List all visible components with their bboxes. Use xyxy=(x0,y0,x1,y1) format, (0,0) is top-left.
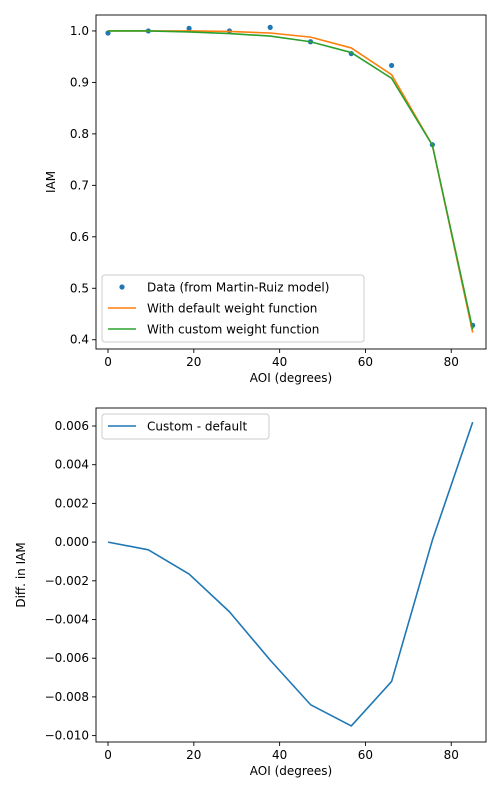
x-tick-label: 60 xyxy=(358,355,373,369)
y-tick-label: −0.002 xyxy=(45,574,89,588)
y-axis-label: IAM xyxy=(44,171,58,193)
data-point xyxy=(389,62,395,69)
x-tick-label: 40 xyxy=(272,355,287,369)
legend: Data (from Martin-Ruiz model) With defaul… xyxy=(101,274,365,343)
x-tick-label: 20 xyxy=(186,355,201,369)
legend-box xyxy=(101,274,365,343)
y-tick-label: 0.5 xyxy=(70,281,89,295)
y-tick-label: −0.006 xyxy=(45,651,89,665)
data-point xyxy=(186,25,192,31)
bottom-chart-diff: 0 20 40 60 80 −0.010 −0.008 −0.006 −0.004 −0.002 0… xyxy=(14,407,487,778)
y-tick-label: 0.004 xyxy=(55,458,89,472)
legend-swatch-marker xyxy=(119,284,125,290)
x-tick-label: 0 xyxy=(104,748,112,762)
x-tick-label: 20 xyxy=(186,748,201,762)
axes-frame xyxy=(95,407,487,743)
y-axis-label: Diff. in IAM xyxy=(14,542,28,607)
legend-label: With custom weight function xyxy=(147,323,319,337)
x-tick-label: 40 xyxy=(272,748,287,762)
x-tick-label: 80 xyxy=(444,748,459,762)
y-tick-label: 0.4 xyxy=(70,333,89,347)
y-tick-label: 0.000 xyxy=(55,535,89,549)
series-line-2 xyxy=(108,30,474,330)
legend-label: Data (from Martin-Ruiz model) xyxy=(147,281,329,295)
x-tick-label: 80 xyxy=(444,355,459,369)
legend-label: With default weight function xyxy=(147,302,317,316)
legend-box xyxy=(101,413,270,440)
y-tick-label: 0.6 xyxy=(70,230,89,244)
y-tick-label: −0.008 xyxy=(45,690,89,704)
y-tick-label: −0.010 xyxy=(45,729,89,743)
y-tick-label: −0.004 xyxy=(45,613,89,627)
series-line-0 xyxy=(107,421,474,727)
y-tick-label: 1.0 xyxy=(70,24,89,38)
y-tick-label: 0.006 xyxy=(55,419,89,433)
x-axis-label: AOI (degrees) xyxy=(250,764,332,778)
legend-label: Custom - default xyxy=(147,420,247,434)
x-axis-label: AOI (degrees) xyxy=(250,371,332,385)
axes-frame xyxy=(95,14,487,350)
y-tick-label: 0.7 xyxy=(70,178,89,192)
y-tick-label: 0.8 xyxy=(70,127,89,141)
y-tick-label: 0.9 xyxy=(70,75,89,89)
top-chart-iam: 0 20 40 60 80 0.4 0.5 0.6 0.7 0.8 0.9 1.0 AOI (degre… xyxy=(44,14,487,385)
y-tick-label: 0.002 xyxy=(55,496,89,510)
x-tick-label: 60 xyxy=(358,748,373,762)
legend: Custom - default xyxy=(101,413,270,440)
x-tick-label: 0 xyxy=(104,355,112,369)
data-point xyxy=(267,24,273,30)
